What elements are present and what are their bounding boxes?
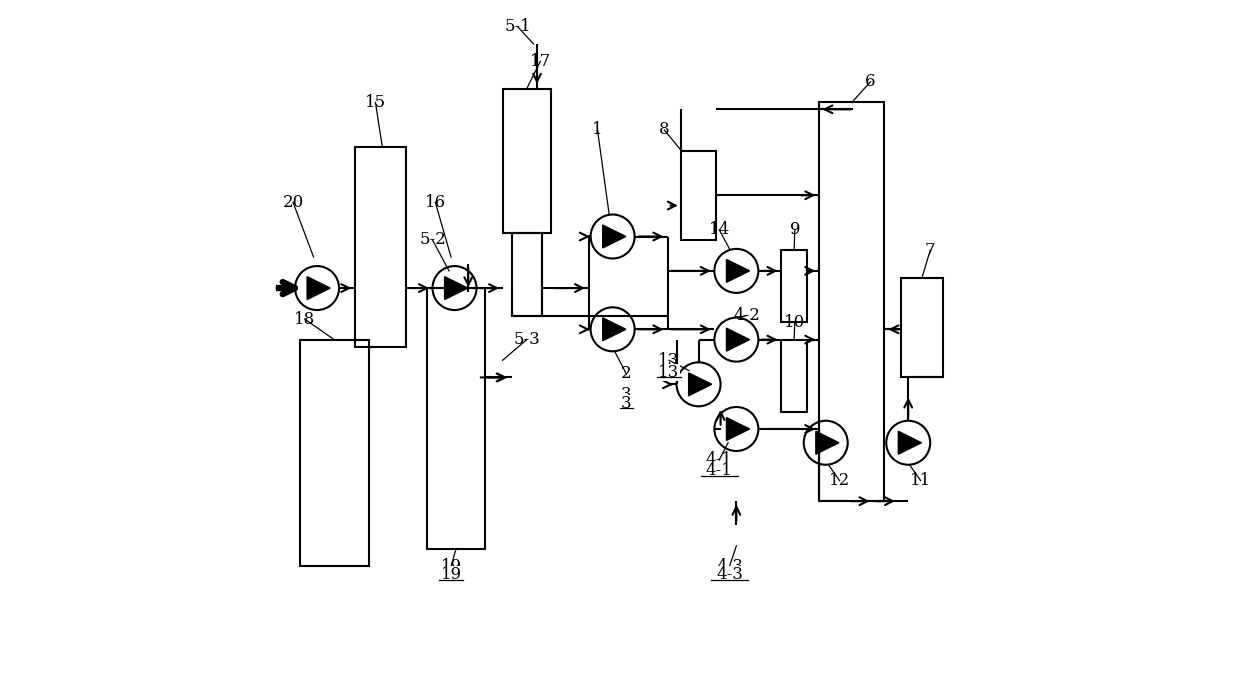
Text: 3: 3 (621, 386, 632, 403)
Text: 3: 3 (621, 394, 632, 412)
Polygon shape (602, 225, 626, 248)
Bar (781, 340, 807, 412)
Text: 9: 9 (789, 221, 800, 238)
Text: 18: 18 (294, 310, 315, 328)
Text: 4-2: 4-2 (733, 307, 760, 324)
Bar (901, 278, 943, 378)
Bar (681, 150, 716, 240)
Text: 5-2: 5-2 (419, 231, 446, 249)
Polygon shape (602, 318, 626, 341)
Text: 11: 11 (909, 472, 932, 489)
Polygon shape (689, 373, 711, 396)
Text: 4-1: 4-1 (706, 451, 732, 468)
Bar (781, 250, 807, 322)
Text: 4-3: 4-3 (716, 558, 743, 575)
Text: 19: 19 (441, 558, 462, 575)
Text: 4-3: 4-3 (716, 566, 743, 584)
Text: 17: 17 (530, 53, 551, 70)
Text: 19: 19 (441, 566, 462, 584)
Bar (427, 288, 486, 550)
Text: 10: 10 (784, 314, 805, 331)
Polygon shape (445, 277, 467, 299)
Text: 12: 12 (829, 472, 850, 489)
Text: 16: 16 (425, 193, 446, 211)
Text: 5-1: 5-1 (504, 18, 532, 35)
Text: 5-3: 5-3 (513, 331, 540, 348)
Bar (819, 103, 885, 501)
Polygon shape (726, 328, 750, 351)
Text: 8: 8 (659, 121, 669, 139)
Text: 6: 6 (865, 73, 876, 90)
Polygon shape (726, 418, 750, 441)
Bar (512, 233, 541, 315)
Text: 1: 1 (592, 121, 603, 139)
Text: 13: 13 (658, 352, 680, 369)
Text: 7: 7 (924, 242, 935, 258)
Polygon shape (726, 259, 750, 282)
Text: 13: 13 (658, 364, 680, 380)
Polygon shape (898, 431, 922, 454)
Text: 4-1: 4-1 (706, 462, 732, 479)
Polygon shape (307, 277, 331, 299)
Text: 14: 14 (709, 221, 730, 238)
Polygon shape (815, 431, 839, 454)
Text: 2: 2 (621, 365, 632, 383)
Bar (503, 89, 551, 233)
Text: 20: 20 (282, 193, 304, 211)
Bar (300, 340, 368, 566)
Text: 15: 15 (366, 94, 387, 111)
Bar (354, 147, 406, 346)
